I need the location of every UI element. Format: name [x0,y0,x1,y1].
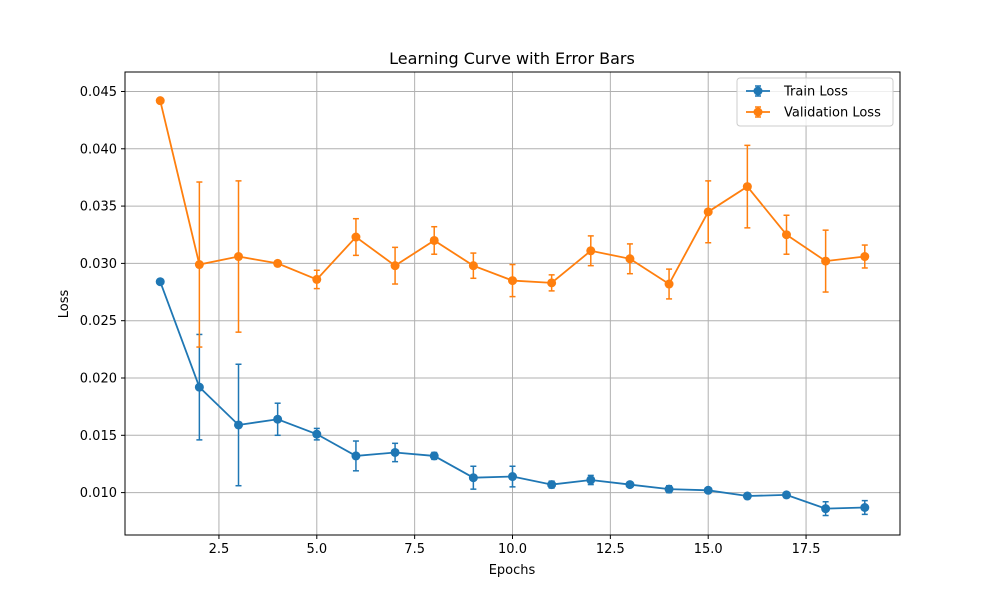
data-point [194,260,204,270]
legend-marker [753,107,763,117]
data-point [155,277,165,287]
data-point [312,274,322,284]
y-tick-label: 0.025 [80,314,117,329]
data-point [664,279,674,289]
data-point [429,235,439,245]
data-point [625,254,635,264]
data-point [703,207,713,217]
data-point [390,447,400,457]
data-point [586,246,596,256]
data-point [508,276,517,286]
legend-box [736,77,894,127]
data-point [742,182,752,192]
data-point [429,451,439,461]
series-1 [155,277,870,517]
data-point [234,420,244,430]
data-point [234,252,244,262]
x-tick-label: 5.0 [306,542,327,557]
y-tick-label: 0.020 [80,371,117,386]
y-tick-label: 0.040 [80,142,117,157]
x-tick-label: 7.5 [404,542,425,557]
data-point [821,504,831,514]
series-layer [155,96,870,517]
data-point [781,230,791,240]
data-point [351,232,361,242]
data-point [781,490,791,500]
data-point [742,491,752,501]
data-point [273,258,283,268]
x-tick-label: 12.5 [596,542,625,557]
x-tick-label: 15.0 [694,542,723,557]
x-tick-label: 17.5 [792,542,821,557]
y-tick-label: 0.015 [80,429,117,444]
legend-entry: Validation Loss [746,106,881,121]
data-point [155,96,165,106]
legend-label: Validation Loss [784,106,881,121]
legend-label: Train Loss [783,85,848,100]
data-point [703,485,713,495]
legend: Train Loss Validation Loss [736,77,894,127]
data-point [194,382,204,392]
y-axis-label: Loss [57,290,72,319]
y-tick-label: 0.035 [80,200,117,215]
y-tick-label: 0.030 [80,257,117,272]
axis-ticks: 2.5 5.0 7.5 10.0 12.5 15.0 17.5 0.010 0.015 0.020… [80,85,821,557]
data-point [508,472,517,482]
legend-marker [753,86,763,96]
data-point [860,252,870,262]
data-point [821,256,831,266]
data-point [625,480,635,490]
data-point [351,451,361,461]
chart-title: Learning Curve with Error Bars [389,49,635,68]
data-point [390,261,400,271]
data-point [860,502,870,512]
y-tick-label: 0.045 [80,85,117,100]
data-point [312,429,322,439]
grid-lines [125,72,900,535]
x-axis-label: Epochs [489,563,536,578]
data-point [586,475,596,485]
y-tick-label: 0.010 [80,486,117,501]
data-point [468,261,478,271]
data-point [468,473,478,483]
data-point [664,484,674,494]
legend-entry: Train Loss [746,85,848,100]
data-point [547,278,557,288]
series-2 [155,96,870,348]
x-tick-label: 2.5 [209,542,230,557]
x-tick-label: 10.0 [498,542,527,557]
data-point [547,480,557,490]
data-point [273,414,283,424]
